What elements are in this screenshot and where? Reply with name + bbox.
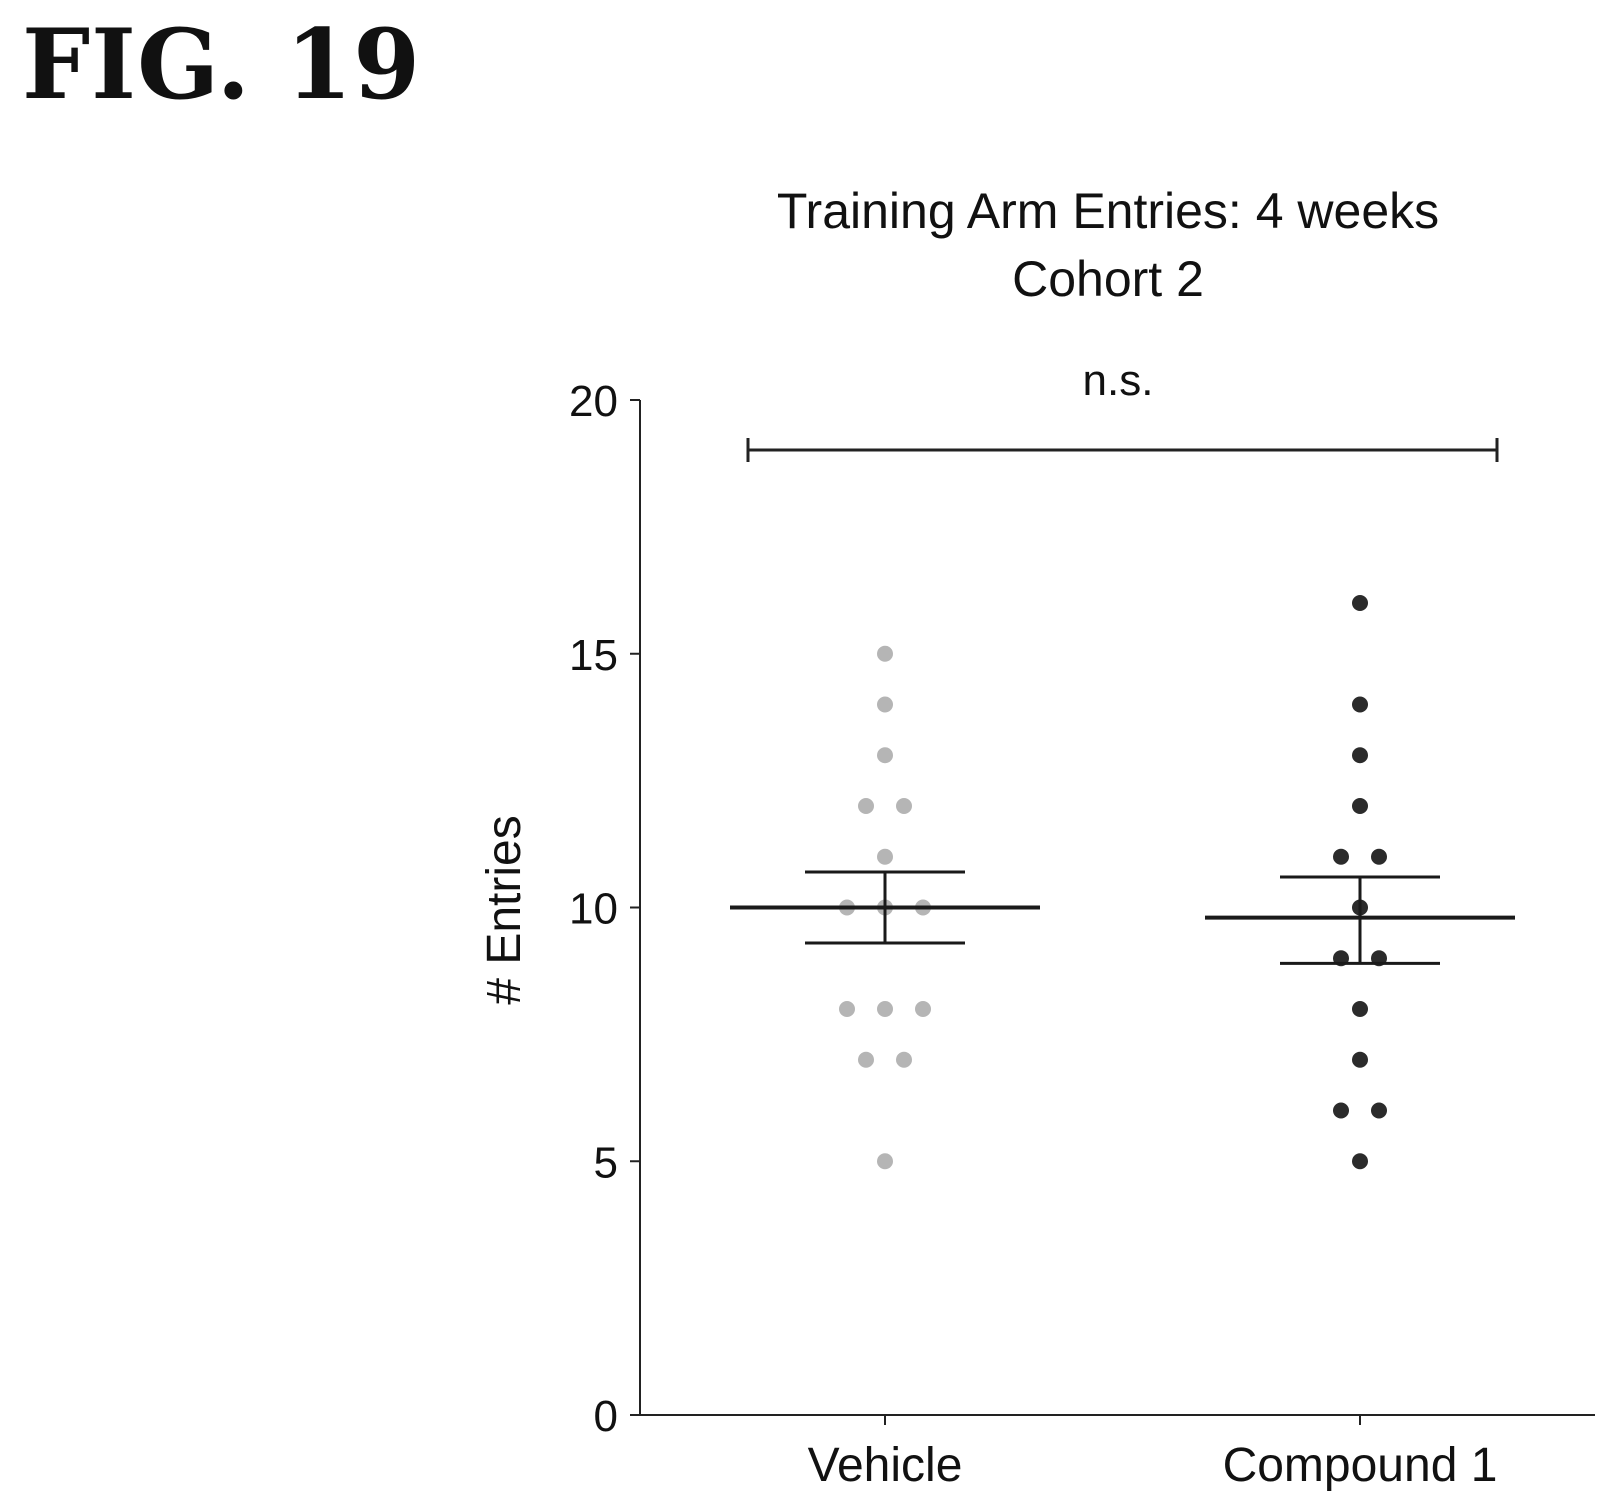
data-point	[1371, 1102, 1387, 1119]
significance-label: n.s.	[1083, 356, 1154, 405]
data-point	[1352, 747, 1368, 764]
data-point	[877, 645, 893, 662]
data-point	[1333, 1102, 1349, 1119]
x-tick-label: Compound 1	[1223, 1439, 1498, 1492]
data-point	[896, 1051, 912, 1068]
data-point	[839, 1001, 855, 1017]
data-point	[1352, 1001, 1368, 1017]
chart-title: Training Arm Entries: 4 weeks	[777, 183, 1439, 239]
data-point	[1333, 848, 1349, 865]
y-tick-label: 5	[594, 1138, 618, 1187]
data-point	[896, 798, 912, 814]
x-tick-label: Vehicle	[808, 1439, 963, 1492]
data-point	[877, 1153, 893, 1170]
data-point	[915, 1001, 931, 1017]
significance-annotation: n.s.	[746, 356, 1499, 462]
data-point	[877, 696, 893, 713]
chart-subtitle: Cohort 2	[1012, 251, 1204, 307]
data-point	[877, 848, 893, 865]
data-point	[1352, 696, 1368, 713]
data-point	[1371, 848, 1387, 865]
data-point	[1352, 595, 1368, 611]
y-tick-label: 15	[569, 631, 618, 680]
data-marks	[839, 595, 1387, 1170]
data-point	[1352, 798, 1368, 814]
data-point	[858, 798, 874, 814]
data-point	[858, 1051, 874, 1068]
y-tick-label: 10	[569, 885, 618, 934]
data-point	[877, 1001, 893, 1017]
y-tick-label: 20	[569, 377, 618, 426]
data-point	[1352, 1051, 1368, 1068]
data-point	[877, 747, 893, 764]
mean-sem-bars	[730, 870, 1515, 965]
data-point	[1352, 1153, 1368, 1170]
y-tick-label: 0	[594, 1392, 618, 1441]
y-axis-label: # Entries	[478, 815, 531, 1004]
figure-label: FIG. 19	[22, 8, 422, 121]
axes: 0 5 10 15 20 Vehicle Compound 1	[569, 377, 1595, 1492]
